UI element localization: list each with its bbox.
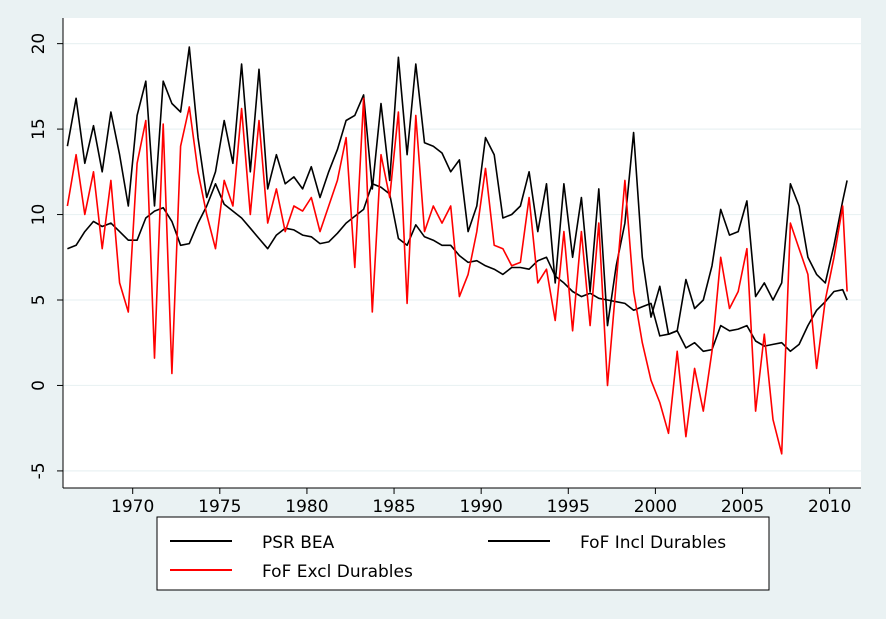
legend: PSR BEA FoF Incl Durables FoF Excl Durab… xyxy=(156,516,770,591)
legend-label-fof-incl-durables: FoF Incl Durables xyxy=(580,533,726,553)
legend-label-psr-bea: PSR BEA xyxy=(262,533,335,553)
gridlines xyxy=(63,43,861,472)
plot-area xyxy=(63,18,861,488)
x-tick-label: 2000 xyxy=(634,497,677,517)
x-tick-label: 1995 xyxy=(547,497,590,517)
y-tick-label: 15 xyxy=(29,118,49,140)
x-tick-label: 1990 xyxy=(460,497,503,517)
y-tick-label: 0 xyxy=(29,380,49,391)
y-tick-label: 20 xyxy=(29,33,49,55)
series-lines xyxy=(66,46,848,455)
legend-box xyxy=(156,516,770,591)
x-tick-label: 2005 xyxy=(721,497,764,517)
series-line-fof-incl-durables xyxy=(66,46,848,336)
legend-label-fof-excl-durables: FoF Excl Durables xyxy=(262,562,413,582)
axes: -5 0 5 10 15 20 1970 1975 1980 1985 1990 1995 2000 20… xyxy=(29,18,861,517)
x-tick-label: 2010 xyxy=(808,497,851,517)
y-tick-label: 5 xyxy=(29,295,49,306)
x-tick-label: 1985 xyxy=(372,497,415,517)
series-line-fof-excl-durables xyxy=(66,97,848,455)
y-tick-label: -5 xyxy=(29,462,49,479)
x-tick-label: 1975 xyxy=(198,497,241,517)
x-tick-label: 1980 xyxy=(285,497,328,517)
y-tick-label: 10 xyxy=(29,204,49,226)
x-tick-label: 1970 xyxy=(111,497,154,517)
series-line-psr-bea xyxy=(67,183,848,353)
